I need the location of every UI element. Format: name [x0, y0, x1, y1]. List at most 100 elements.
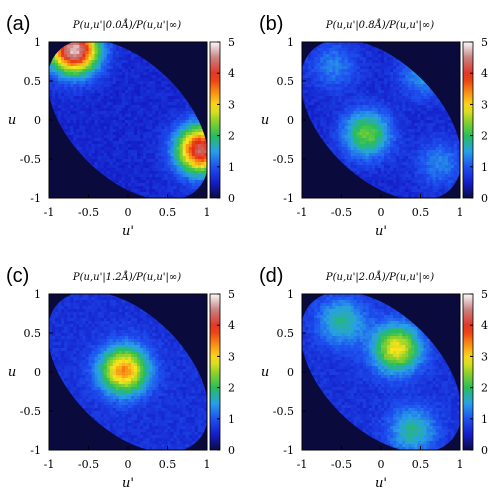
- colorbar-tick-label: 1: [228, 161, 235, 174]
- heatmap-cell: [119, 108, 122, 111]
- heatmap-cell: [378, 63, 381, 66]
- heatmap-cell: [421, 138, 424, 141]
- heatmap-cell: [427, 171, 430, 174]
- heatmap-cell: [372, 177, 375, 180]
- heatmap-cell: [85, 144, 88, 147]
- heatmap-cell: [421, 99, 424, 102]
- heatmap-cell: [384, 99, 387, 102]
- heatmap-cell: [128, 186, 131, 189]
- heatmap-cell: [393, 93, 396, 96]
- heatmap-cell: [128, 168, 131, 171]
- heatmap-cell: [168, 165, 171, 168]
- heatmap-cell: [76, 57, 79, 60]
- heatmap-cell: [366, 120, 369, 123]
- heatmap-cell: [101, 162, 104, 165]
- heatmap-cell: [430, 144, 433, 147]
- heatmap-cell: [55, 99, 58, 102]
- heatmap-cell: [320, 117, 323, 120]
- heatmap-cell: [342, 159, 345, 162]
- heatmap-cell: [171, 162, 174, 165]
- heatmap-cell: [405, 192, 408, 195]
- heatmap-cell: [70, 132, 73, 135]
- heatmap-cell: [354, 117, 357, 120]
- heatmap-cell: [125, 153, 128, 156]
- heatmap-cell: [375, 141, 378, 144]
- heatmap-cell: [329, 93, 332, 96]
- heatmap-cell: [189, 150, 192, 153]
- heatmap-cell: [305, 102, 308, 105]
- heatmap-cell: [363, 99, 366, 102]
- heatmap-cell: [183, 171, 186, 174]
- heatmap-cell: [354, 150, 357, 153]
- heatmap-cell: [131, 138, 134, 141]
- heatmap-cell: [101, 165, 104, 168]
- heatmap-cell: [128, 66, 131, 69]
- heatmap-cell: [149, 153, 152, 156]
- heatmap-cell: [329, 54, 332, 57]
- heatmap-cell: [143, 150, 146, 153]
- heatmap-cell: [180, 159, 183, 162]
- heatmap-cell: [164, 114, 167, 117]
- heatmap-cell: [149, 186, 152, 189]
- heatmap-cell: [79, 96, 82, 99]
- heatmap-cell: [180, 117, 183, 120]
- heatmap-cell: [180, 150, 183, 153]
- heatmap-cell: [393, 177, 396, 180]
- heatmap-cell: [85, 60, 88, 63]
- heatmap-cell: [345, 96, 348, 99]
- heatmap-cell: [161, 144, 164, 147]
- heatmap-cell: [427, 108, 430, 111]
- heatmap-cell: [70, 81, 73, 84]
- heatmap-cell: [320, 48, 323, 51]
- heatmap-cell: [104, 63, 107, 66]
- heatmap-cell: [180, 123, 183, 126]
- heatmap-cell: [158, 171, 161, 174]
- heatmap-cell: [408, 162, 411, 165]
- heatmap-cell: [396, 144, 399, 147]
- heatmap-cell: [119, 117, 122, 120]
- heatmap-cell: [320, 87, 323, 90]
- heatmap-cell: [427, 132, 430, 135]
- heatmap-cell: [411, 177, 414, 180]
- heatmap-cell: [399, 177, 402, 180]
- heatmap-cell: [351, 162, 354, 165]
- heatmap-cell: [363, 174, 366, 177]
- heatmap-cell: [354, 72, 357, 75]
- heatmap-cell: [351, 135, 354, 138]
- heatmap-cell: [320, 81, 323, 84]
- heatmap-cell: [137, 165, 140, 168]
- heatmap-cell: [89, 60, 92, 63]
- heatmap-cell: [381, 180, 384, 183]
- heatmap-cell: [405, 153, 408, 156]
- heatmap-cell: [98, 60, 101, 63]
- heatmap-cell: [67, 111, 70, 114]
- heatmap-cell: [402, 171, 405, 174]
- heatmap-cell: [402, 105, 405, 108]
- heatmap-cell: [158, 114, 161, 117]
- heatmap-cell: [183, 156, 186, 159]
- heatmap-cell: [348, 69, 351, 72]
- heatmap-cell: [192, 180, 195, 183]
- heatmap-cell: [332, 90, 335, 93]
- heatmap-cell: [92, 87, 95, 90]
- heatmap-cell: [110, 114, 113, 117]
- heatmap-cell: [134, 177, 137, 180]
- heatmap-cell: [381, 78, 384, 81]
- heatmap-cell: [390, 90, 393, 93]
- heatmap-cell: [189, 147, 192, 150]
- heatmap-cell: [76, 84, 79, 87]
- heatmap-cell: [387, 123, 390, 126]
- heatmap-cell: [393, 129, 396, 132]
- heatmap-cell: [95, 129, 98, 132]
- heatmap-cell: [396, 99, 399, 102]
- heatmap-cell: [348, 147, 351, 150]
- heatmap-cell: [338, 45, 341, 48]
- heatmap-cell: [104, 108, 107, 111]
- heatmap-cell: [152, 144, 155, 147]
- heatmap-cell: [79, 87, 82, 90]
- heatmap-cell: [149, 138, 152, 141]
- heatmap-cell: [134, 114, 137, 117]
- heatmap-cell: [85, 105, 88, 108]
- heatmap-cell: [399, 183, 402, 186]
- heatmap-cell: [76, 132, 79, 135]
